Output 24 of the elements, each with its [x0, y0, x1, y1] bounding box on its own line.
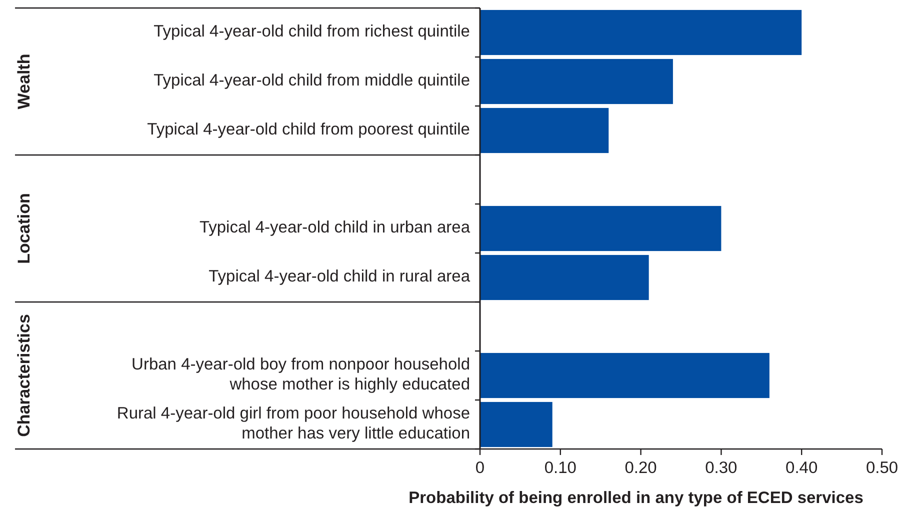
x-tick-label: 0.10 [544, 459, 576, 477]
y-tick-label: Rural 4-year-old girl from poor household whose mother has very little education [116, 404, 470, 443]
x-axis-title: Probability of being enrolled in any type of ECED services [408, 489, 864, 507]
x-tick-label: 0.50 [866, 459, 898, 477]
bar [480, 402, 552, 448]
bar [480, 206, 722, 252]
bar [480, 10, 802, 56]
y-tick-label: Typical 4-year-old child in rural area [208, 268, 471, 286]
x-tick-label: 0 [475, 459, 485, 477]
y-tick-label: Typical 4-year-old child from middle quintile [154, 72, 470, 90]
text: Characteristics [14, 314, 34, 437]
bar [480, 254, 649, 300]
x-tick-label: 0.20 [624, 459, 657, 477]
bar [480, 352, 770, 398]
bar [480, 108, 609, 154]
text: Wealth [14, 54, 34, 110]
y-tick-label: Typical 4-year-old child from richest quintile [154, 22, 470, 41]
y-tick-label: Urban 4-year-old boy from nonpoor household whose mother is highly educated [132, 356, 470, 394]
y-tick-label: Typical 4-year-old child from poorest quintile [147, 120, 470, 139]
text: Location [14, 193, 34, 264]
x-tick-label: 0.40 [786, 459, 818, 477]
bar [480, 58, 673, 104]
x-tick-label: 0.30 [705, 459, 738, 477]
y-tick-label: Typical 4-year-old child in urban area [199, 218, 471, 237]
